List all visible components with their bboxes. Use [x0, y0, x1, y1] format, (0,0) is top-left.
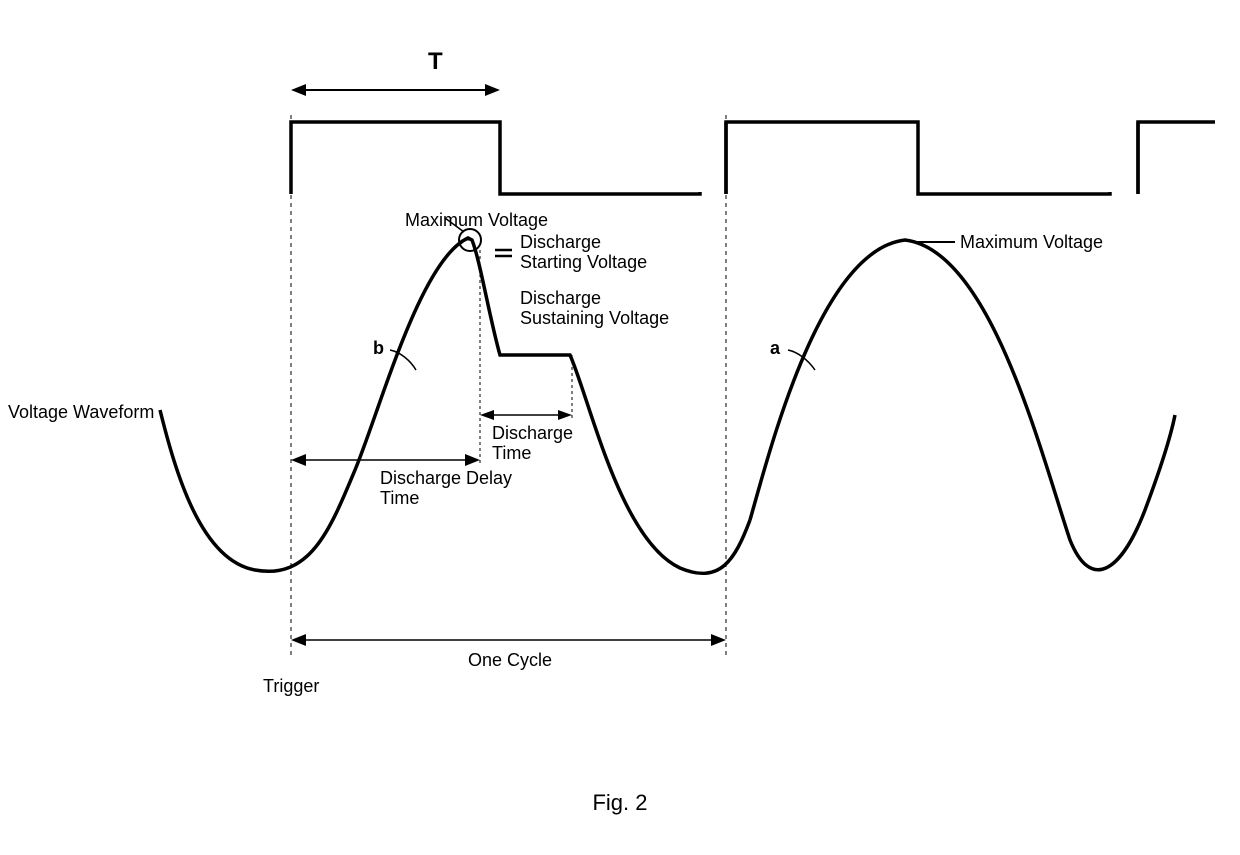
trigger-label: Trigger	[263, 676, 319, 697]
square-wave	[291, 122, 1215, 194]
ddt-arrow-l	[291, 454, 306, 466]
ddt-label-2: Time	[380, 488, 419, 509]
b-label: b	[373, 338, 384, 359]
max-voltage-left-label: Maximum Voltage	[405, 210, 548, 231]
a-label: a	[770, 338, 780, 359]
one-cycle-label: One Cycle	[468, 650, 552, 671]
voltage-waveform-label: Voltage Waveform	[8, 402, 154, 423]
dt-label-2: Time	[492, 443, 531, 464]
waveform-a	[750, 240, 1175, 570]
waveform-b	[160, 238, 750, 573]
ddt-label-1: Discharge Delay	[380, 468, 512, 489]
waveform-diagram	[0, 0, 1240, 855]
dsusv-label-2: Sustaining Voltage	[520, 308, 669, 329]
ddt-arrow-r	[465, 454, 480, 466]
one-cycle-arrow-l	[291, 634, 306, 646]
dsv-label-1: Discharge	[520, 232, 601, 253]
one-cycle-arrow-r	[711, 634, 726, 646]
t-arrow-right	[485, 84, 500, 96]
dsv-label-2: Starting Voltage	[520, 252, 647, 273]
max-voltage-right-label: Maximum Voltage	[960, 232, 1103, 253]
dt-arrow-l	[480, 410, 494, 420]
dt-arrow-r	[558, 410, 572, 420]
figure-caption: Fig. 2	[0, 790, 1240, 816]
t-label: T	[428, 48, 443, 76]
t-arrow-left	[291, 84, 306, 96]
dt-label-1: Discharge	[492, 423, 573, 444]
dsusv-label-1: Discharge	[520, 288, 601, 309]
